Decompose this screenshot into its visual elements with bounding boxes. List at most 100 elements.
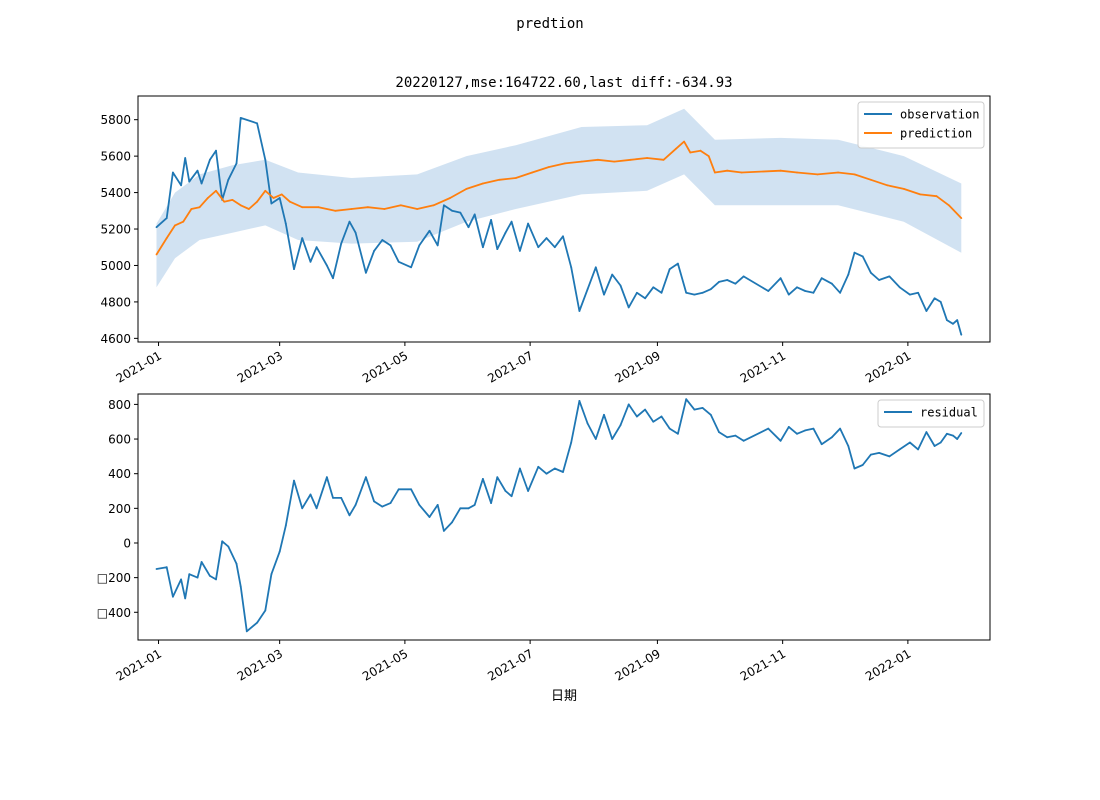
residual-point	[909, 441, 911, 444]
prediction-panel-title: 20220127,mse:164722.60,last diff:-634.93	[395, 75, 732, 91]
observation-point	[831, 282, 833, 285]
residual-point	[381, 505, 384, 508]
prediction-point	[280, 193, 283, 196]
observation-point	[787, 293, 790, 296]
prediction-point	[853, 173, 856, 176]
prediction-legend: observation prediction	[857, 101, 985, 149]
prediction-point	[301, 206, 304, 209]
residual-point	[165, 566, 168, 569]
prediction-point	[919, 193, 922, 196]
residual-x-axis-label: 日期	[551, 689, 577, 704]
residual-point	[644, 408, 646, 411]
prediction-point	[870, 178, 872, 181]
observation-point	[742, 275, 745, 278]
observation-point	[779, 277, 782, 280]
prediction-y-ticks: 4600 4800 5000 5200 5400 5600 5800	[100, 113, 138, 346]
residual-point	[946, 432, 948, 435]
observation-point	[545, 237, 548, 240]
residual-point	[172, 595, 174, 598]
prediction-point	[902, 188, 905, 190]
observation-point	[578, 310, 581, 312]
residual-point	[451, 521, 453, 524]
observation-point	[459, 211, 462, 214]
observation-point	[490, 219, 492, 221]
residual-point	[436, 504, 439, 506]
residual-point	[718, 431, 720, 433]
residual-point	[933, 445, 936, 447]
residual-point	[685, 398, 688, 401]
residual-point	[410, 488, 412, 491]
residual-point	[527, 490, 529, 492]
observation-point	[898, 286, 901, 289]
residual-point	[611, 438, 614, 440]
residual-point	[235, 562, 238, 565]
residual-point	[245, 630, 248, 633]
y-tick-label: 4600	[100, 332, 131, 346]
residual-point	[227, 545, 230, 548]
observation-point	[504, 231, 507, 234]
observation-point	[332, 277, 334, 280]
y-tick-label: 200	[108, 502, 131, 516]
prediction-point	[383, 208, 386, 210]
observation-point	[861, 255, 864, 258]
residual-point	[847, 445, 850, 447]
observation-point	[397, 260, 400, 263]
observation-point	[284, 222, 287, 225]
residual-point	[215, 578, 217, 581]
residual-point	[796, 432, 798, 435]
prediction-point	[334, 209, 336, 212]
residual-point	[701, 407, 704, 409]
residual-point	[196, 576, 199, 579]
prediction-point	[726, 169, 729, 172]
residual-point	[284, 524, 287, 527]
observation-point	[428, 229, 431, 232]
prediction-point	[837, 171, 839, 174]
observation-point	[496, 248, 499, 251]
observation-point	[685, 291, 688, 294]
residual-point	[326, 476, 328, 479]
observation-point	[677, 262, 679, 265]
prediction-point	[886, 184, 889, 187]
prediction-point	[432, 204, 435, 207]
observation-point	[804, 290, 807, 292]
residual-point	[188, 573, 191, 576]
observation-point	[473, 213, 476, 216]
observation-point	[709, 288, 712, 291]
observation-point	[235, 162, 238, 165]
residual-point	[309, 493, 312, 496]
observation-point	[293, 268, 295, 270]
residual-point	[804, 429, 807, 432]
residual-point	[853, 467, 856, 470]
observation-point	[570, 266, 573, 269]
prediction-point	[289, 200, 291, 203]
observation-point	[553, 246, 556, 249]
prediction-point	[675, 147, 677, 150]
residual-point	[820, 443, 823, 446]
observation-point	[354, 231, 357, 234]
prediction-point	[482, 182, 484, 185]
observation-point	[196, 169, 199, 172]
observation-point	[636, 291, 638, 294]
residual-point	[270, 573, 273, 576]
residual-point	[354, 504, 357, 506]
prediction-point	[646, 157, 648, 159]
observation-point	[627, 306, 630, 309]
residual-point	[209, 575, 211, 577]
residual-point	[677, 432, 679, 435]
residual-point	[831, 436, 833, 439]
legend-label-observation: observation	[900, 108, 979, 122]
residual-point	[315, 507, 318, 510]
residual-point	[603, 413, 605, 416]
observation-point	[443, 204, 445, 207]
observation-point	[315, 246, 318, 249]
y-tick-label: 400	[108, 467, 131, 481]
prediction-point	[465, 188, 468, 190]
residual-point	[742, 439, 745, 442]
y-tick-label: 5000	[100, 259, 131, 273]
observation-point	[256, 122, 258, 125]
residual-point	[519, 467, 521, 470]
observation-line	[155, 117, 963, 335]
residual-point	[636, 415, 638, 418]
prediction-point	[629, 158, 632, 161]
observation-point	[270, 202, 273, 205]
